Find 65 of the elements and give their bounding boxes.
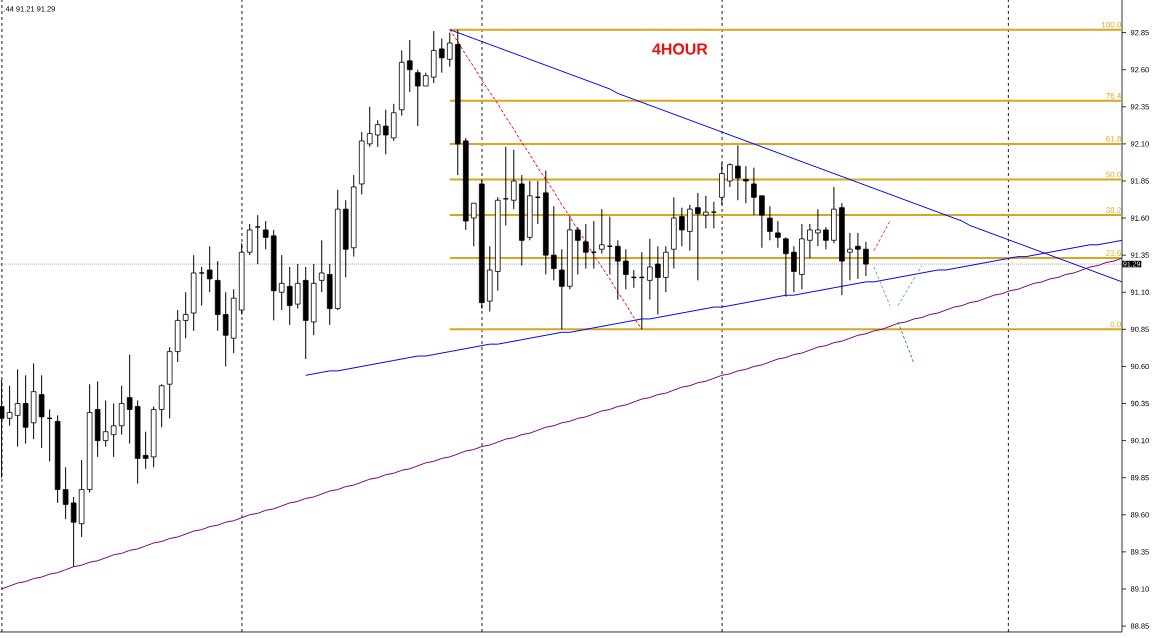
candlestick bbox=[551, 205, 557, 281]
candlestick bbox=[823, 226, 829, 250]
candlestick bbox=[286, 266, 293, 326]
candlestick bbox=[559, 248, 565, 330]
candlestick bbox=[438, 38, 445, 74]
candlestick bbox=[206, 245, 213, 293]
candlestick bbox=[767, 205, 773, 241]
candlestick bbox=[14, 368, 21, 448]
candlestick bbox=[623, 248, 629, 290]
candlestick bbox=[118, 385, 125, 436]
candlestick bbox=[599, 208, 605, 255]
candlestick bbox=[262, 220, 269, 250]
candlestick bbox=[278, 254, 285, 311]
candlestick bbox=[382, 109, 389, 155]
candlestick bbox=[470, 202, 477, 247]
candlestick bbox=[615, 239, 621, 301]
candlestick bbox=[743, 165, 749, 204]
candlestick bbox=[254, 214, 261, 265]
candlestick bbox=[246, 223, 253, 256]
candlestick bbox=[510, 149, 517, 210]
candlestick bbox=[38, 374, 45, 449]
candlestick bbox=[775, 220, 781, 249]
candlestick bbox=[158, 383, 165, 428]
candlestick bbox=[727, 162, 733, 188]
candlestick bbox=[759, 195, 765, 249]
candlestick bbox=[847, 232, 853, 281]
candlestick bbox=[222, 291, 229, 367]
candlestick bbox=[791, 245, 797, 293]
candlestick bbox=[855, 232, 861, 280]
candlestick bbox=[695, 192, 701, 281]
candlestick bbox=[102, 400, 109, 448]
candlestick bbox=[366, 106, 373, 148]
candlestick bbox=[735, 144, 741, 201]
candlestick bbox=[446, 32, 453, 68]
candlestick bbox=[575, 226, 581, 275]
candlestick bbox=[583, 223, 589, 270]
candlestick bbox=[22, 374, 29, 445]
candlestick bbox=[414, 69, 421, 127]
candlestick bbox=[294, 263, 301, 310]
candlestick bbox=[70, 496, 77, 568]
candlestick bbox=[318, 239, 325, 293]
candlestick bbox=[126, 354, 133, 445]
candlestick bbox=[182, 291, 189, 339]
candlestick bbox=[703, 195, 709, 229]
candlestick bbox=[6, 385, 13, 427]
candlestick bbox=[406, 39, 413, 93]
line-series bbox=[897, 265, 923, 307]
candlestick bbox=[62, 466, 69, 520]
candlestick bbox=[679, 207, 685, 247]
candlestick bbox=[198, 266, 205, 307]
candlestick bbox=[374, 119, 381, 148]
candlestick bbox=[710, 201, 717, 229]
candlestick bbox=[807, 223, 813, 259]
candlestick bbox=[783, 236, 789, 298]
candlestick bbox=[655, 245, 661, 315]
candlestick bbox=[687, 204, 693, 252]
candlestick bbox=[110, 403, 117, 458]
candlestick bbox=[142, 431, 149, 470]
candlestick bbox=[751, 167, 757, 216]
line-series bbox=[449, 29, 643, 330]
text: 4HOUR bbox=[652, 43, 708, 55]
candlestick bbox=[590, 220, 597, 270]
candlestick bbox=[647, 238, 653, 301]
candlestick bbox=[815, 208, 821, 247]
candlestick bbox=[863, 241, 869, 277]
